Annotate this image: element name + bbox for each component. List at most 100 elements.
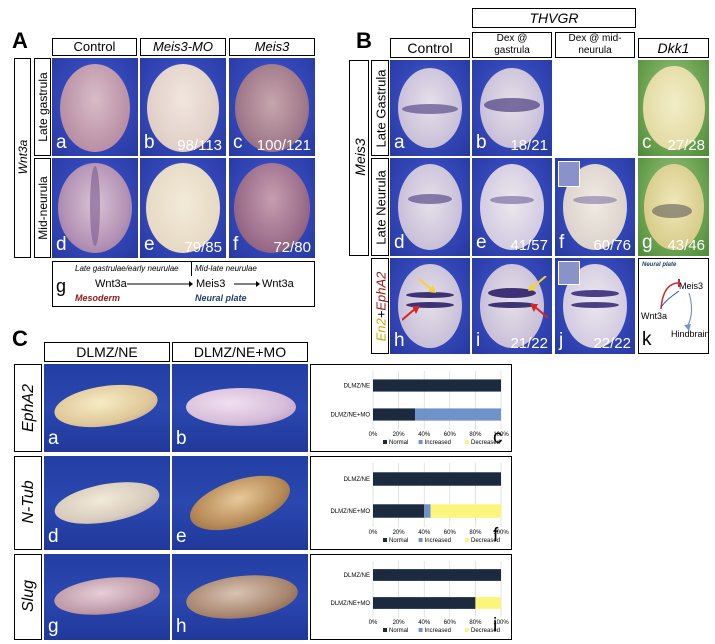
panel-c-row-ntub-box: N-Tub	[14, 456, 42, 550]
panel-b-letter: B	[356, 28, 372, 53]
tick-label: 60%	[444, 620, 457, 626]
bar-decreased	[430, 504, 501, 518]
panel-b-h-letter: h	[394, 330, 405, 351]
panel-b-i-image: i 21/22	[472, 258, 552, 354]
panel-b-c-letter: c	[642, 132, 652, 153]
bar-normal	[373, 379, 501, 392]
panel-a-row-mid-neurula-box: Mid-neurula	[34, 158, 51, 258]
panel-b-header-dex-gastrula: Dex @ gastrula	[472, 32, 552, 58]
yellow-arrow-icon	[418, 278, 436, 293]
legend-swatch	[383, 538, 387, 542]
panel-a-e-count: 79/85	[184, 239, 222, 256]
panel-c-d-letter: d	[48, 526, 59, 547]
panel-b-k-title: Neural plate	[642, 262, 677, 268]
panel-a-f-letter: f	[233, 234, 239, 255]
panel-b-row-epha2: EphA2	[373, 271, 389, 311]
panel-c-chart-c: 0% 20% 40% 60% 80% 100% DLMZ/NE DLMZ/NE+MO Norma…	[310, 364, 512, 452]
arrow-icon	[127, 281, 193, 287]
panel-b-header-control: Control	[390, 38, 470, 58]
panel-a-d-image: d	[52, 158, 138, 258]
legend-label: Normal	[389, 440, 408, 446]
panel-b-gene-box: Meis3	[349, 60, 369, 256]
panel-b-g-count: 43/46	[667, 237, 705, 254]
bar-normal	[373, 408, 416, 421]
arrow-icon	[234, 281, 260, 287]
panel-b-k-hind: Hindbrain	[671, 329, 709, 339]
panel-b-row-late-neurula: Late Neurula	[373, 170, 389, 245]
bar-normal	[373, 504, 425, 518]
panel-b-d-image: d	[390, 158, 470, 256]
panel-b-j-image: j 22/22	[555, 258, 635, 354]
legend-label: Increased	[425, 440, 451, 446]
panel-b-k-letter: k	[642, 329, 652, 350]
category-label: DLMZ/NE+MO	[330, 413, 370, 419]
panel-a-g-letter: g	[56, 276, 67, 296]
legend-swatch	[465, 628, 469, 632]
panel-a-f-image: f 72/80	[229, 158, 315, 258]
tick-label: 80%	[469, 530, 482, 536]
tick-label: 60%	[444, 432, 457, 438]
bar-normal	[373, 597, 476, 609]
panel-c-h-letter: h	[176, 616, 187, 637]
panel-a-c-letter: c	[233, 132, 243, 153]
panel-c-row-slug: Slug	[20, 579, 37, 613]
chart-epha2: 0% 20% 40% 60% 80% 100% DLMZ/NE DLMZ/NE+MO Norma…	[330, 371, 509, 446]
legend-swatch	[418, 538, 423, 542]
panel-c-g-image: g	[44, 554, 170, 640]
panel-b-c-image: c 27/28	[638, 60, 709, 156]
category-label: DLMZ/NE	[344, 573, 370, 579]
panel-a-a-letter: a	[56, 132, 67, 153]
legend-swatch	[465, 538, 469, 542]
panel-b-e-count: 41/57	[510, 237, 548, 254]
panel-c-letter: C	[12, 326, 28, 351]
yellow-arrow-icon	[528, 276, 547, 291]
tick-label: 80%	[469, 620, 482, 626]
panel-c-chart-c-letter: c	[493, 427, 503, 448]
panel-c-e-letter: e	[176, 526, 187, 547]
panel-c-header-dlmz-ne-mo: DLMZ/NE+MO	[172, 342, 308, 362]
panel-b-a-letter: a	[394, 132, 405, 153]
panel-b-b-count: 18/21	[510, 137, 548, 154]
panel-b-c-count: 27/28	[667, 137, 705, 154]
panel-c-chart-f: 0% 20% 40% 60% 80% 100% DLMZ/NE DLMZ/NE+MO Norma…	[310, 456, 512, 550]
bar-normal	[373, 472, 501, 486]
category-label: DLMZ/NE	[344, 477, 370, 483]
bar-increased	[415, 408, 501, 421]
panel-a-b-letter: b	[144, 132, 155, 153]
panel-b-h-image: h	[390, 258, 470, 354]
tick-label: 0%	[369, 530, 378, 536]
panel-c-chart-f-letter: f	[493, 525, 499, 546]
panel-c-row-epha2-box: EphA2	[14, 364, 42, 452]
panel-b-a-image: a	[390, 60, 470, 156]
panel-b-row-en2-epha2: En2+EphA2	[374, 259, 389, 355]
legend-label: Decreased	[471, 440, 500, 446]
panel-b-d-letter: d	[394, 232, 405, 253]
panel-a-g-schematic: g Late gastrulae/early neurulae Mid-late…	[52, 261, 315, 307]
red-arrow-icon	[530, 304, 549, 319]
legend-label: Decreased	[471, 628, 500, 634]
panel-b-b-letter: b	[476, 132, 487, 153]
chart-ntub: 0% 20% 40% 60% 80% 100% DLMZ/NE DLMZ/NE+MO Norma…	[330, 463, 509, 544]
panel-a-a-image: a	[52, 58, 138, 156]
panel-c-row-epha2: EphA2	[20, 383, 37, 433]
panel-b-i-count: 21/22	[510, 335, 548, 352]
bar-decreased	[475, 597, 501, 609]
panel-a-b-image: b 98/113	[140, 58, 226, 156]
legend-swatch	[465, 440, 469, 444]
panel-a-gene-label: Wnt3a	[16, 139, 30, 175]
panel-a-d-letter: d	[56, 234, 67, 255]
panel-a-c-count: 100/121	[256, 137, 311, 154]
panel-b-row-en2: En2	[373, 318, 389, 342]
tick-label: 100%	[493, 620, 509, 626]
legend-swatch	[418, 440, 423, 444]
panel-a-g-right: Wnt3a	[262, 278, 294, 290]
panel-b-header-dex-mid-neurula: Dex @ mid-neurula	[555, 32, 635, 58]
panel-b-row-late-neurula-box: Late Neurula	[371, 158, 389, 256]
panel-b-e-letter: e	[476, 232, 487, 253]
panel-b-e-image: e 41/57	[472, 158, 552, 256]
legend-swatch	[383, 440, 387, 444]
panel-c-g-letter: g	[48, 616, 59, 637]
panel-b-i-letter: i	[476, 330, 481, 351]
panel-a-letter: A	[12, 28, 28, 53]
tick-label: 40%	[418, 530, 431, 536]
